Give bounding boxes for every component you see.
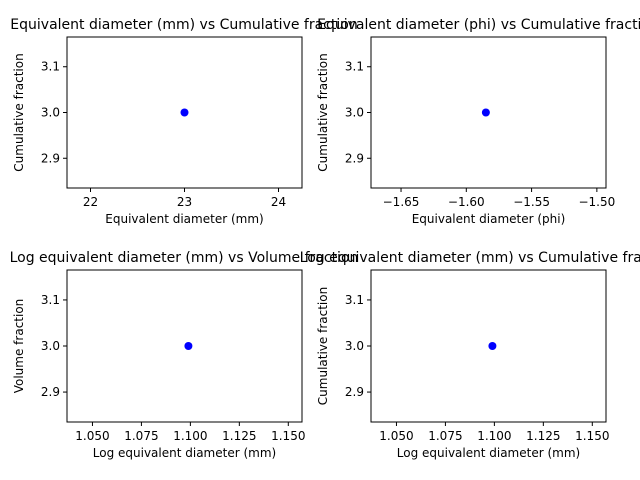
y-axis-label: Cumulative fraction — [316, 53, 330, 171]
x-tick-label: 1.100 — [173, 429, 207, 443]
y-tick-label: 3.1 — [345, 293, 364, 307]
data-point — [481, 108, 490, 117]
x-axis-label: Equivalent diameter (phi) — [412, 212, 566, 226]
x-tick-label: 1.075 — [124, 429, 158, 443]
subplot-top-left: 22 23 24 2.9 3.0 3.1 Equivalent diameter (mm) C… — [10, 17, 357, 226]
x-tick-label: 1.050 — [379, 429, 413, 443]
y-tick-label: 2.9 — [345, 385, 364, 399]
x-tick-label: 1.125 — [222, 429, 256, 443]
y-tick-label: 2.9 — [41, 151, 60, 165]
x-tick-label: 1.150 — [575, 429, 609, 443]
subplot-bottom-right: 1.050 1.075 1.100 1.125 1.150 2.9 3.0 3.1 Log eq… — [300, 250, 640, 460]
chart-title: Log equivalent diameter (mm) vs Volume f… — [10, 250, 359, 266]
y-tick-label: 2.9 — [345, 151, 364, 165]
x-tick-label: 1.150 — [271, 429, 305, 443]
x-tick-label: −1.60 — [448, 195, 485, 209]
chart-title: Log equivalent diameter (mm) vs Cumulati… — [300, 250, 640, 266]
y-tick-label: 3.0 — [41, 339, 60, 353]
x-tick-label: 1.100 — [477, 429, 511, 443]
y-tick-label: 2.9 — [41, 385, 60, 399]
x-tick-label: 23 — [177, 195, 192, 209]
x-axis-label: Log equivalent diameter (mm) — [397, 446, 580, 460]
y-axis-label: Volume fraction — [12, 299, 26, 394]
x-tick-label: −1.50 — [578, 195, 615, 209]
y-tick-label: 3.0 — [41, 106, 60, 120]
y-tick-label: 3.0 — [345, 339, 364, 353]
x-tick-label: 22 — [83, 195, 98, 209]
x-axis-label: Equivalent diameter (mm) — [105, 212, 263, 226]
y-tick-label: 3.1 — [345, 60, 364, 74]
x-tick-label: 24 — [271, 195, 286, 209]
x-tick-label: 1.125 — [526, 429, 560, 443]
data-point — [180, 108, 189, 117]
subplot-top-right: −1.65 −1.60 −1.55 −1.50 2.9 3.0 3.1 Equivalent … — [316, 17, 640, 226]
x-tick-label: −1.55 — [513, 195, 550, 209]
y-axis-label: Cumulative fraction — [316, 287, 330, 405]
chart-title: Equivalent diameter (mm) vs Cumulative f… — [10, 17, 357, 33]
data-point — [184, 342, 193, 350]
y-tick-label: 3.1 — [41, 60, 60, 74]
chart-title: Equivalent diameter (phi) vs Cumulative … — [317, 17, 640, 33]
y-axis-label: Cumulative fraction — [12, 53, 26, 171]
x-tick-label: 1.075 — [428, 429, 462, 443]
y-tick-label: 3.1 — [41, 293, 60, 307]
subplot-bottom-left: 1.050 1.075 1.100 1.125 1.150 2.9 3.0 3.1 Log eq… — [10, 250, 359, 460]
data-point — [488, 342, 497, 350]
x-tick-label: −1.65 — [383, 195, 420, 209]
x-axis-label: Log equivalent diameter (mm) — [93, 446, 276, 460]
y-tick-label: 3.0 — [345, 106, 364, 120]
x-tick-label: 1.050 — [75, 429, 109, 443]
